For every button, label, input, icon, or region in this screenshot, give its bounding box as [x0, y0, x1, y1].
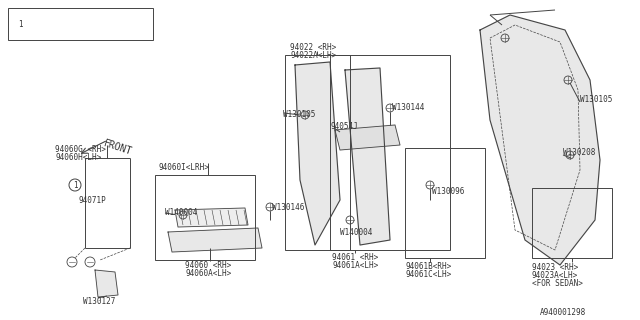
- Text: W130208: W130208: [563, 148, 595, 157]
- Text: 94022A<LH>: 94022A<LH>: [290, 51, 336, 60]
- Text: W130105: W130105: [580, 95, 612, 104]
- Text: W140004: W140004: [165, 208, 197, 217]
- Text: A940001298: A940001298: [540, 308, 586, 317]
- Text: 94060I<LRH>: 94060I<LRH>: [158, 163, 209, 172]
- Text: 94071P: 94071P: [78, 196, 106, 205]
- Text: 94060H<LH>: 94060H<LH>: [55, 153, 101, 162]
- Text: 94023A<LH>: 94023A<LH>: [532, 271, 579, 280]
- Text: 94054J: 94054J: [330, 122, 358, 131]
- Text: FRONT: FRONT: [102, 138, 133, 156]
- Text: 94071P (0810- >: 94071P (0810- >: [33, 25, 102, 34]
- Polygon shape: [175, 208, 248, 227]
- Polygon shape: [295, 62, 340, 245]
- Text: W130096: W130096: [432, 187, 465, 196]
- Polygon shape: [480, 15, 600, 265]
- Polygon shape: [168, 228, 262, 252]
- Polygon shape: [345, 68, 390, 245]
- Text: 94022 <RH>: 94022 <RH>: [290, 43, 336, 52]
- Text: W130126( -0810>: W130126( -0810>: [33, 10, 102, 19]
- Text: 1: 1: [18, 20, 22, 28]
- Polygon shape: [95, 270, 118, 297]
- Text: 94061A<LH>: 94061A<LH>: [332, 261, 378, 270]
- Text: 1: 1: [73, 180, 77, 189]
- Bar: [155, 175, 255, 260]
- Text: W130127: W130127: [83, 297, 115, 306]
- Bar: [405, 148, 485, 258]
- Text: W130105: W130105: [283, 110, 316, 119]
- Text: 94061B<RH>: 94061B<RH>: [405, 262, 451, 271]
- Text: 94023 <RH>: 94023 <RH>: [532, 263, 579, 272]
- Text: W140004: W140004: [340, 228, 372, 237]
- Text: <FOR SEDAN>: <FOR SEDAN>: [532, 279, 583, 288]
- Text: 94060 <RH>: 94060 <RH>: [185, 261, 231, 270]
- Text: 94060A<LH>: 94060A<LH>: [185, 269, 231, 278]
- Bar: [330, 55, 450, 250]
- Bar: [532, 188, 612, 258]
- Text: W130146: W130146: [272, 203, 305, 212]
- Polygon shape: [335, 125, 400, 150]
- Text: 94061C<LH>: 94061C<LH>: [405, 270, 451, 279]
- Text: 94060G <RH>: 94060G <RH>: [55, 145, 106, 154]
- Text: 94061 <RH>: 94061 <RH>: [332, 253, 378, 262]
- Text: W130144: W130144: [392, 103, 424, 112]
- Bar: [8, 8, 153, 40]
- Bar: [285, 55, 350, 250]
